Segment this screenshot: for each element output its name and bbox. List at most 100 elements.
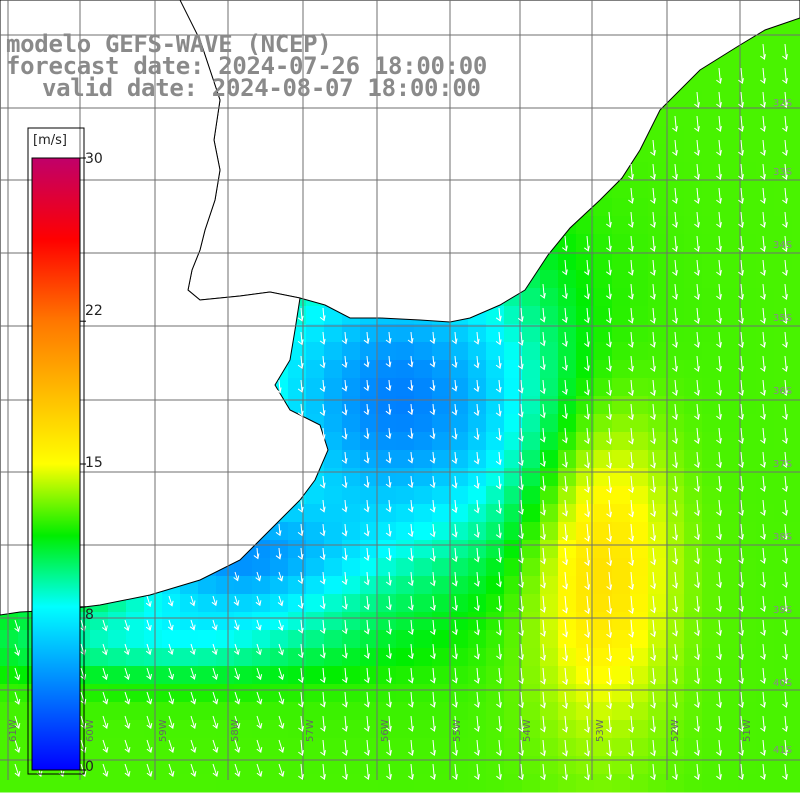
wind-arrow (495, 523, 502, 539)
wind-arrow (782, 259, 788, 276)
wind-arrow (474, 571, 480, 587)
wind-arrow (320, 763, 326, 780)
wind-arrow (782, 211, 788, 228)
wind-arrow (385, 475, 392, 488)
wind-arrow (782, 667, 788, 684)
wind-arrow (517, 475, 524, 491)
wind-arrow (452, 667, 458, 684)
wind-arrow (606, 643, 612, 662)
lon-label-51w: 51W (742, 719, 753, 742)
wind-arrow (167, 619, 174, 631)
wind-arrow (407, 595, 414, 611)
wind-arrow (451, 475, 458, 489)
wind-arrow (189, 595, 196, 607)
wind-arrow (253, 547, 260, 560)
wind-arrow (606, 427, 612, 445)
wind-arrow (385, 379, 392, 392)
wind-arrow (562, 571, 568, 590)
wind-arrow (430, 619, 436, 636)
wind-arrow (738, 499, 744, 516)
wind-arrow (606, 763, 612, 781)
wind-arrow (364, 667, 370, 684)
wind-arrow (606, 403, 612, 421)
wind-arrow (474, 643, 480, 660)
wind-arrow (385, 355, 392, 368)
lon-label-57w: 57W (305, 719, 316, 742)
wind-arrow (14, 643, 21, 657)
wind-arrow (452, 619, 458, 636)
wind-arrow (606, 691, 612, 710)
wind-arrow (738, 67, 744, 84)
wind-arrow (146, 691, 153, 705)
wind-arrow (760, 187, 766, 204)
wind-arrow (145, 595, 152, 608)
wind-arrow (782, 331, 788, 348)
wind-arrow (168, 691, 175, 705)
wind-arrow (584, 547, 590, 567)
wind-arrow (650, 355, 656, 372)
wind-arrow (650, 259, 656, 276)
wind-arrow (716, 355, 722, 372)
wind-arrow (407, 355, 414, 368)
lon-label-61w: 61W (8, 719, 19, 742)
wind-arrow (429, 571, 436, 587)
wind-arrow (385, 595, 392, 611)
wind-arrow (539, 403, 546, 419)
wind-arrow (760, 331, 766, 348)
wind-arrow (319, 571, 326, 585)
wind-arrow (168, 667, 174, 680)
lat-label-36s: 36S (773, 386, 793, 397)
wind-arrow (256, 763, 263, 777)
wind-arrow (430, 739, 436, 756)
wind-arrow (364, 739, 370, 756)
wind-arrow (319, 403, 326, 417)
wind-arrow (190, 739, 197, 753)
wind-arrow (385, 547, 392, 562)
wind-arrow (628, 643, 634, 662)
wind-arrow (167, 643, 174, 655)
wind-arrow (363, 499, 370, 513)
wind-arrow (738, 259, 744, 276)
wind-arrow (341, 643, 348, 659)
wind-arrow (474, 619, 480, 636)
wind-arrow (319, 427, 326, 441)
wind-arrow (672, 619, 678, 637)
wind-arrow (518, 547, 524, 564)
wind-arrow (540, 619, 546, 637)
wind-arrow (716, 499, 722, 517)
wind-arrow (341, 331, 348, 345)
wind-arrow (385, 451, 392, 464)
wind-arrow (496, 739, 502, 757)
wind-arrow (584, 667, 590, 686)
wind-arrow (146, 715, 153, 729)
wind-arrow (584, 715, 590, 733)
wind-arrow (782, 115, 788, 132)
wind-arrow (672, 163, 678, 180)
wind-arrow (342, 691, 348, 708)
wind-arrow (540, 691, 546, 709)
wind-arrow (716, 283, 722, 300)
wind-arrow (341, 619, 348, 635)
wind-arrow (782, 739, 788, 756)
wind-arrow (782, 91, 788, 108)
wind-arrow (782, 715, 788, 732)
wind-arrow (606, 571, 613, 591)
wind-arrow (716, 667, 722, 685)
wind-arrow (341, 427, 348, 440)
wind-arrow (650, 475, 656, 493)
wind-arrow (716, 763, 722, 781)
wind-arrow (145, 643, 152, 656)
wind-arrow (628, 715, 634, 733)
wind-arrow (540, 547, 546, 565)
wind-arrow (429, 523, 436, 538)
wind-arrow (738, 619, 744, 637)
wind-arrow (650, 451, 656, 469)
wind-arrow (606, 715, 612, 733)
wind-arrow (212, 667, 218, 680)
wind-arrow (606, 667, 612, 686)
wind-arrow (716, 643, 722, 661)
wind-arrow (760, 475, 766, 492)
wind-arrow (650, 595, 656, 614)
wind-arrow (473, 499, 480, 514)
lon-label-56w: 56W (380, 719, 391, 742)
